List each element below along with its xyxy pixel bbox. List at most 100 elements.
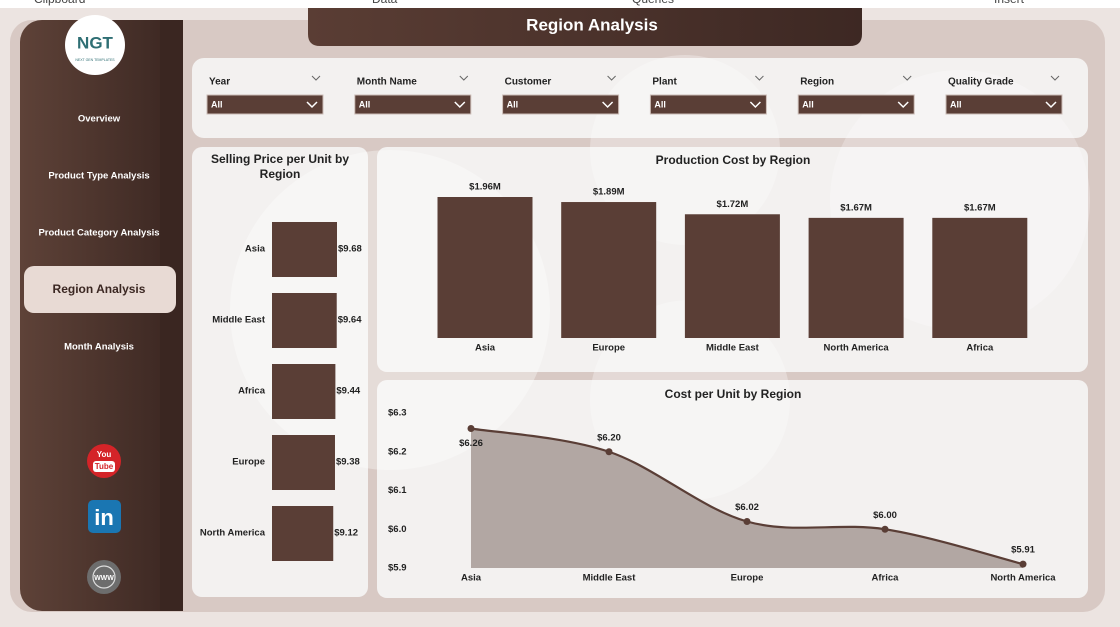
dropdown-value: All <box>211 99 223 109</box>
y-tick-label: Asia <box>245 244 266 255</box>
web-text: WWW <box>94 575 114 582</box>
x-tick-label: Asia <box>475 343 496 354</box>
title-tab <box>308 8 862 46</box>
ribbon-label: Clipboard <box>34 0 85 6</box>
x-tick-label: Africa <box>966 343 994 354</box>
logo-subtext: NEXT GEN TEMPLATES <box>75 58 115 62</box>
chevron <box>454 101 466 109</box>
data-label: $1.67M <box>840 202 872 213</box>
chevron <box>1045 101 1057 109</box>
dropdown-value: All <box>359 99 371 109</box>
bar <box>684 214 780 338</box>
point <box>467 425 475 432</box>
chevron <box>459 75 469 81</box>
sidebar <box>20 20 183 611</box>
web-icon[interactable] <box>87 560 121 594</box>
nav-item[interactable]: Product Category Analysis <box>38 228 159 239</box>
filter-panel <box>192 58 1088 138</box>
filter-label: Plant <box>652 77 677 88</box>
x-tick-label: Europe <box>731 573 764 584</box>
bar <box>272 222 337 277</box>
dropdown[interactable] <box>502 94 620 115</box>
filter-label: Region <box>800 77 834 88</box>
filter-label: Year <box>209 77 230 88</box>
y-tick-label: $6.1 <box>388 485 407 496</box>
chart-title: Cost per Unit by Region <box>665 387 802 401</box>
chevron <box>755 75 764 81</box>
bar <box>561 202 657 338</box>
ribbon-bar <box>0 0 1120 8</box>
y-tick-label: $6.0 <box>388 524 407 535</box>
bar <box>272 293 337 348</box>
dropdown-value: All <box>654 99 666 109</box>
linkedin-icon[interactable] <box>88 500 121 533</box>
ribbon-label: Data <box>372 0 398 6</box>
dropdown-value: All <box>950 99 962 109</box>
data-label: $9.38 <box>336 457 360 468</box>
data-label: $9.44 <box>336 386 360 397</box>
filter-label: Quality Grade <box>948 77 1014 88</box>
nav-item[interactable]: Product Type Analysis <box>48 171 149 182</box>
point <box>881 525 889 533</box>
chevron <box>749 101 761 109</box>
chart-title: Selling Price per Unit by Region <box>210 152 350 181</box>
dropdown-value: All <box>507 99 519 109</box>
ribbon-label: Insert <box>994 0 1025 6</box>
filter-label: Month Name <box>357 77 417 88</box>
data-label: $1.89M <box>593 187 625 198</box>
data-label: $1.67M <box>964 202 996 213</box>
nav-item[interactable]: Region Analysis <box>53 282 146 296</box>
youtube-text: Tube <box>95 462 114 471</box>
data-label: $5.91 <box>1011 545 1035 556</box>
chevron <box>311 75 321 81</box>
dropdown[interactable] <box>797 94 915 115</box>
bar <box>932 217 1028 338</box>
chart-title: Production Cost by Region <box>656 153 811 167</box>
x-tick-label: Asia <box>461 573 482 584</box>
ribbon-label: Queries <box>632 0 674 6</box>
dropdown[interactable] <box>945 94 1063 115</box>
web-globe <box>92 565 116 589</box>
data-label: $1.96M <box>469 182 501 193</box>
linkedin-text: in <box>94 505 114 530</box>
data-label: $1.72M <box>717 199 749 210</box>
chevron <box>1050 75 1060 81</box>
x-tick-label: North America <box>990 573 1056 584</box>
data-label: $6.02 <box>735 502 759 513</box>
bar <box>272 435 335 490</box>
youtube-badge <box>93 461 115 472</box>
x-tick-label: Middle East <box>583 573 637 584</box>
filter-label: Customer <box>505 77 552 88</box>
chevron <box>607 75 616 81</box>
x-tick-label: North America <box>824 343 890 354</box>
dropdown[interactable] <box>649 94 767 115</box>
point <box>743 518 751 525</box>
point <box>1019 560 1027 568</box>
data-label: $9.12 <box>334 528 358 539</box>
youtube-text: You <box>97 450 112 459</box>
data-label: $9.64 <box>338 315 362 326</box>
data-label: $6.26 <box>459 438 483 449</box>
nav-active[interactable] <box>24 266 176 313</box>
sidebar-edge <box>160 20 183 611</box>
nav-item[interactable]: Overview <box>78 114 121 125</box>
y-tick-label: Middle East <box>212 315 266 326</box>
logo-text: NGT <box>77 33 114 52</box>
dropdown-value: All <box>802 99 814 109</box>
dropdown[interactable] <box>354 94 472 115</box>
x-tick-label: Africa <box>872 573 900 584</box>
y-tick-label: $6.3 <box>388 408 407 419</box>
data-label: $6.00 <box>873 510 897 521</box>
chevron <box>902 75 912 81</box>
bar <box>437 197 533 338</box>
bar <box>272 364 336 419</box>
y-tick-label: Europe <box>232 457 265 468</box>
bar <box>808 217 904 338</box>
y-tick-label: $6.2 <box>388 446 407 457</box>
y-tick-label: Africa <box>238 386 266 397</box>
dropdown[interactable] <box>206 94 324 115</box>
page-title: Region Analysis <box>526 15 658 34</box>
nav-item[interactable]: Month Analysis <box>64 342 134 353</box>
